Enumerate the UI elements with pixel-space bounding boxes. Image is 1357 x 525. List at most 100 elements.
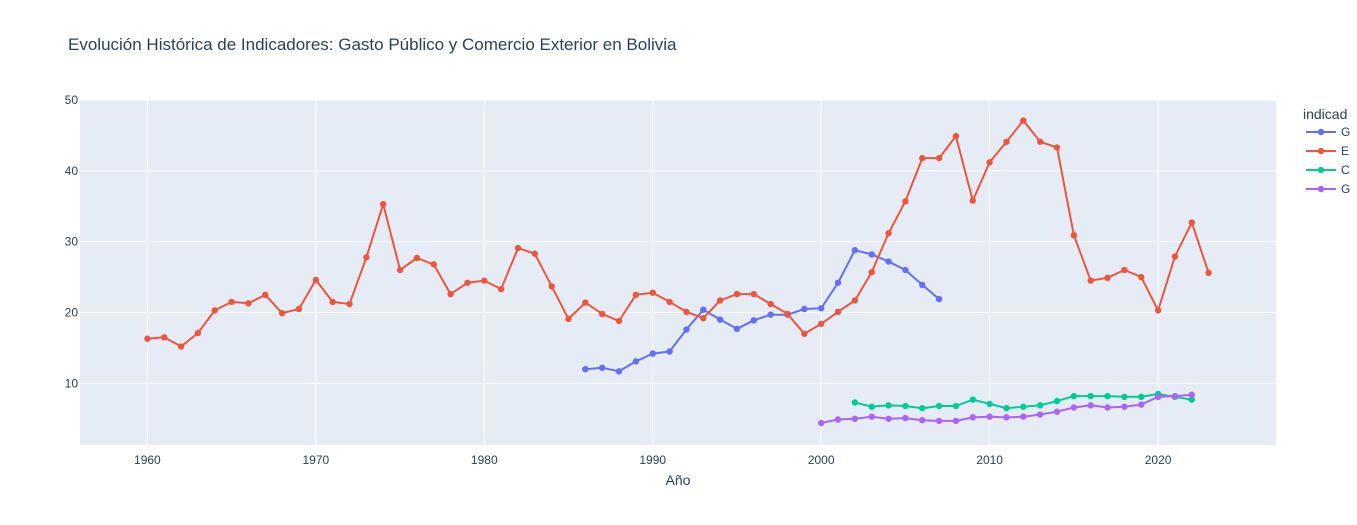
legend-label: C bbox=[1341, 163, 1350, 177]
data-point bbox=[1020, 117, 1027, 124]
tick-labels: 1960 1970 1980 1990 2000 2010 2020 10 20 30 40 50 bbox=[65, 93, 1172, 467]
data-point bbox=[1020, 403, 1027, 410]
series-group bbox=[144, 117, 1212, 427]
legend-swatch-marker bbox=[1317, 166, 1325, 174]
data-point bbox=[834, 308, 842, 316]
data-point bbox=[144, 335, 151, 342]
x-tick-label: 1970 bbox=[302, 453, 329, 467]
chart-title: Evolución Histórica de Indicadores: Gast… bbox=[68, 35, 677, 54]
data-point bbox=[464, 279, 471, 286]
data-point bbox=[868, 413, 875, 420]
data-point bbox=[919, 404, 926, 412]
x-tick-label: 2020 bbox=[1145, 453, 1172, 467]
data-point bbox=[649, 289, 656, 296]
x-axis-title: Año bbox=[666, 472, 691, 488]
data-point bbox=[380, 200, 387, 208]
data-point bbox=[700, 306, 707, 313]
legend-swatch-marker bbox=[1317, 128, 1325, 136]
data-point bbox=[885, 229, 892, 237]
data-point bbox=[396, 266, 404, 274]
data-point bbox=[868, 251, 875, 258]
data-point bbox=[1036, 402, 1044, 409]
data-point bbox=[615, 368, 623, 375]
legend-swatch-marker bbox=[1317, 185, 1325, 193]
legend-item[interactable]: G bbox=[1306, 125, 1350, 139]
data-point bbox=[1020, 413, 1027, 420]
x-tick-label: 1980 bbox=[471, 453, 498, 467]
data-point bbox=[1053, 144, 1061, 151]
data-point bbox=[986, 159, 993, 166]
data-point bbox=[935, 417, 943, 425]
data-point bbox=[868, 403, 875, 410]
data-point bbox=[750, 290, 758, 298]
data-point bbox=[228, 298, 235, 306]
y-tick-label: 40 bbox=[65, 164, 79, 178]
data-point bbox=[1205, 269, 1212, 277]
data-point bbox=[1138, 401, 1145, 408]
data-point bbox=[969, 197, 976, 204]
data-point bbox=[935, 295, 943, 303]
data-point bbox=[700, 314, 707, 322]
legend-item[interactable]: G bbox=[1306, 182, 1350, 196]
legend-label: G bbox=[1341, 125, 1350, 139]
data-point bbox=[716, 297, 724, 304]
data-point bbox=[952, 402, 960, 410]
data-point bbox=[312, 276, 320, 284]
data-point bbox=[1171, 392, 1179, 400]
data-point bbox=[329, 298, 336, 306]
data-point bbox=[1154, 307, 1162, 314]
data-point bbox=[801, 330, 808, 337]
data-point bbox=[851, 246, 859, 254]
data-point bbox=[851, 297, 859, 304]
legend-item[interactable]: E bbox=[1306, 144, 1349, 158]
data-point bbox=[1121, 403, 1128, 410]
legend-title: indicad bbox=[1303, 106, 1347, 122]
data-point bbox=[666, 298, 673, 306]
data-point bbox=[1003, 404, 1010, 412]
legend-swatch-marker bbox=[1317, 147, 1325, 155]
data-point bbox=[1087, 402, 1094, 409]
series-0 bbox=[582, 246, 943, 375]
data-point bbox=[1104, 404, 1111, 411]
legend-item[interactable]: C bbox=[1306, 163, 1350, 177]
data-point bbox=[902, 266, 909, 274]
data-point bbox=[868, 268, 875, 276]
data-point bbox=[1188, 219, 1195, 226]
data-point bbox=[1003, 414, 1010, 421]
data-point bbox=[565, 315, 572, 323]
data-point bbox=[245, 300, 252, 307]
data-point bbox=[1053, 408, 1061, 415]
data-point bbox=[1070, 232, 1078, 239]
data-point bbox=[935, 154, 943, 162]
data-point bbox=[952, 417, 960, 425]
data-point bbox=[952, 132, 960, 140]
data-point bbox=[1138, 273, 1145, 281]
data-point bbox=[885, 402, 892, 409]
plot-area bbox=[80, 100, 1276, 445]
legend-label: G bbox=[1341, 182, 1350, 196]
data-point bbox=[767, 300, 774, 308]
data-point bbox=[919, 417, 926, 424]
data-point bbox=[497, 285, 505, 293]
data-point bbox=[1070, 404, 1078, 411]
data-point bbox=[1003, 138, 1010, 145]
data-point bbox=[582, 365, 589, 373]
series-line bbox=[585, 249, 940, 373]
data-point bbox=[346, 300, 353, 308]
data-point bbox=[885, 415, 892, 422]
data-point bbox=[1036, 138, 1044, 145]
data-point bbox=[615, 317, 623, 325]
data-point bbox=[363, 254, 370, 261]
data-point bbox=[750, 317, 758, 324]
data-point bbox=[817, 419, 825, 427]
data-point bbox=[935, 402, 943, 410]
data-point bbox=[969, 396, 976, 403]
data-point bbox=[817, 305, 825, 312]
data-point bbox=[1104, 392, 1111, 400]
y-tick-label: 30 bbox=[65, 235, 79, 249]
data-point bbox=[1087, 277, 1094, 284]
data-point bbox=[733, 325, 741, 333]
data-point bbox=[649, 350, 656, 357]
